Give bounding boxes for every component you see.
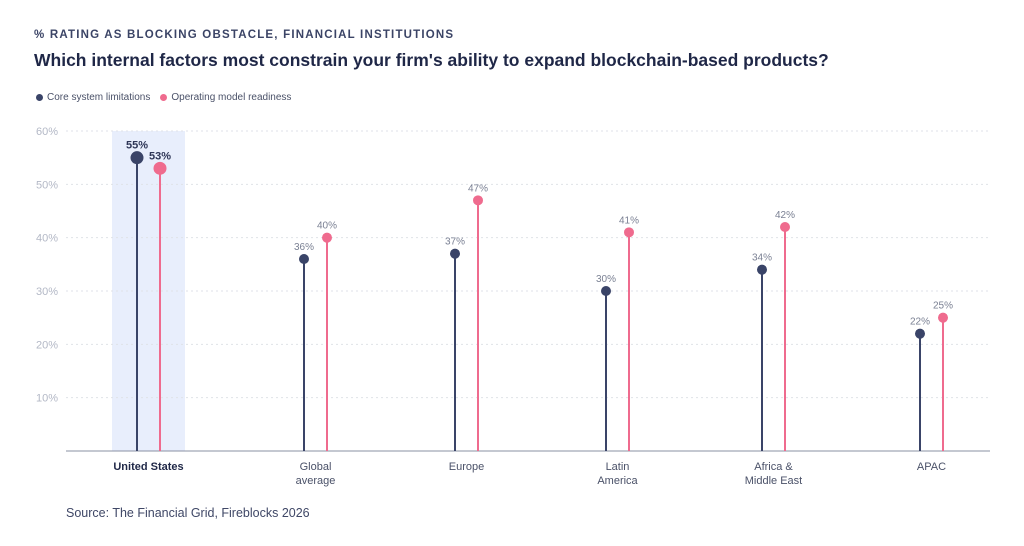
x-category-label: APAC bbox=[917, 461, 946, 473]
data-label: 55% bbox=[126, 140, 148, 152]
data-label: 36% bbox=[294, 242, 314, 253]
y-tick-label: 50% bbox=[36, 179, 58, 191]
legend-label-core: Core system limitations bbox=[47, 92, 151, 103]
lollipop-point bbox=[780, 222, 790, 232]
y-tick-label: 60% bbox=[36, 126, 58, 138]
y-tick-label: 20% bbox=[36, 339, 58, 351]
legend-item-operating: Operating model readiness bbox=[160, 92, 291, 103]
data-label: 41% bbox=[619, 215, 639, 226]
x-category-label: Middle East bbox=[745, 475, 802, 487]
lollipop-point bbox=[915, 328, 925, 339]
lollipop-point bbox=[130, 151, 144, 165]
data-label: 47% bbox=[468, 183, 488, 194]
lollipop-point bbox=[601, 286, 611, 296]
data-label: 37% bbox=[445, 237, 465, 248]
y-tick-label: 40% bbox=[36, 233, 58, 245]
legend-dot-operating bbox=[160, 94, 168, 101]
lollipop-point bbox=[938, 312, 948, 323]
legend-dot-core bbox=[36, 94, 43, 101]
lollipop-point bbox=[757, 264, 767, 275]
data-label: 25% bbox=[933, 301, 953, 312]
legend-label-operating: Operating model readiness bbox=[171, 92, 292, 103]
x-category-label: Global bbox=[300, 461, 332, 473]
data-label: 42% bbox=[775, 210, 795, 221]
lollipop-point bbox=[299, 254, 309, 264]
data-label: 22% bbox=[910, 317, 930, 328]
x-category-label: America bbox=[597, 475, 638, 487]
y-tick-label: 30% bbox=[36, 286, 58, 298]
x-category-label: Africa & bbox=[754, 461, 793, 473]
lollipop-point bbox=[473, 195, 483, 206]
lollipop-point bbox=[624, 227, 634, 238]
data-label: 34% bbox=[752, 253, 772, 264]
data-label: 40% bbox=[317, 221, 337, 232]
lollipop-point bbox=[322, 232, 332, 243]
data-label: 30% bbox=[596, 274, 616, 285]
lollipop-point bbox=[153, 161, 167, 175]
lollipop-point bbox=[450, 248, 460, 259]
data-label: 53% bbox=[149, 150, 171, 162]
source-note: Source: The Financial Grid, Fireblocks 2… bbox=[66, 506, 310, 520]
chart-eyebrow: % RATING AS BLOCKING OBSTACLE, FINANCIAL… bbox=[34, 29, 455, 41]
x-category-label: Europe bbox=[449, 461, 484, 473]
x-category-label: average bbox=[296, 475, 336, 487]
legend: Core system limitations Operating model … bbox=[36, 92, 291, 103]
x-category-label: United States bbox=[113, 461, 183, 473]
x-category-label: Latin bbox=[606, 461, 630, 473]
chart-title: Which internal factors most constrain yo… bbox=[34, 50, 829, 70]
y-tick-label: 10% bbox=[36, 393, 58, 405]
legend-item-core: Core system limitations bbox=[36, 92, 150, 103]
